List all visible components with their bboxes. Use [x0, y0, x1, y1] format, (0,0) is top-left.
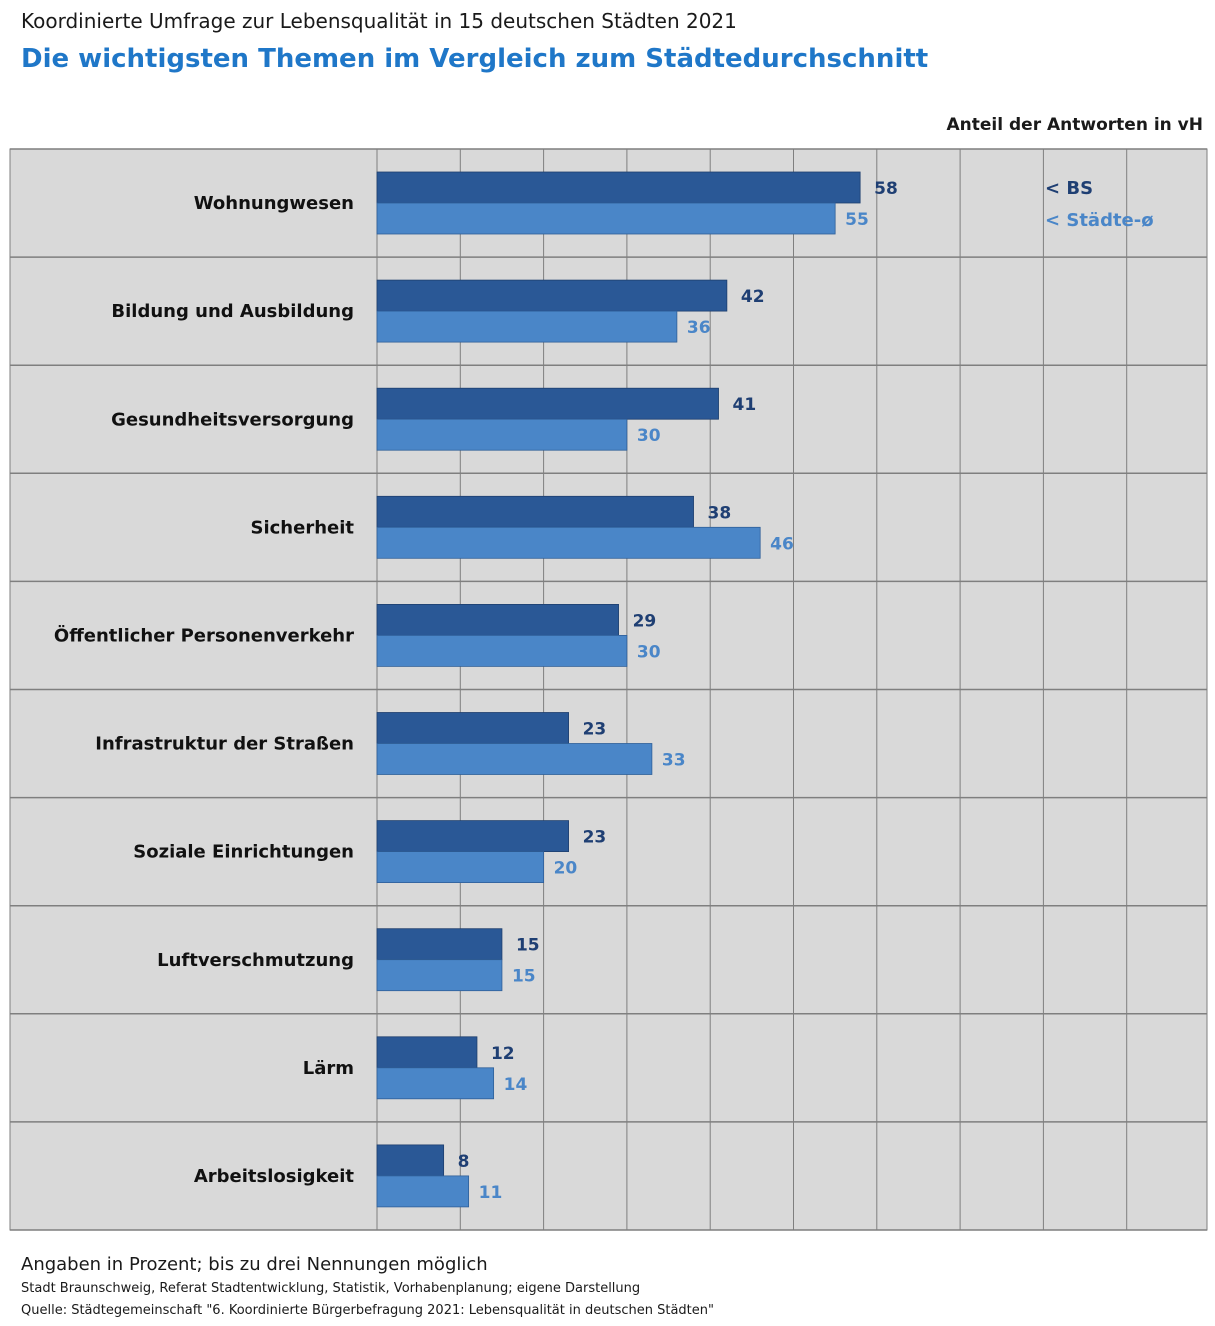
- bar-staedte: [376, 310, 678, 343]
- bar-staedte: [376, 418, 628, 451]
- bar-bs: [376, 387, 719, 420]
- category-label: Gesundheitsversorgung: [111, 409, 354, 430]
- bar-staedte: [376, 526, 761, 559]
- category-label: Arbeitslosigkeit: [194, 1166, 355, 1187]
- bar-bs: [376, 820, 569, 852]
- data-label-bs: 23: [583, 828, 607, 848]
- bar-bs: [376, 279, 728, 312]
- author-note: Stadt Braunschweig, Referat Stadtentwick…: [21, 1281, 641, 1296]
- chart-title: Koordinierte Umfrage zur Lebensqualität …: [21, 9, 737, 33]
- plot-frame: [9, 148, 1208, 1231]
- data-label-bs: 12: [491, 1044, 515, 1064]
- bar-staedte: [376, 959, 503, 992]
- data-label-bs: 29: [633, 611, 657, 631]
- legend-bs: < BS: [1045, 178, 1093, 199]
- bar-bs: [376, 1036, 478, 1069]
- bar-bs: [376, 712, 569, 744]
- data-label-bs: 58: [874, 179, 898, 199]
- data-label-staedte: 15: [512, 967, 536, 987]
- data-label-staedte: 14: [504, 1075, 528, 1095]
- footnote: Angaben in Prozent; bis zu drei Nennunge…: [21, 1254, 488, 1275]
- data-label-bs: 15: [516, 936, 540, 956]
- category-label: Öffentlicher Personenverkehr: [54, 624, 354, 646]
- bar-staedte: [376, 202, 836, 235]
- category-label: Lärm: [303, 1058, 354, 1079]
- data-label-staedte: 30: [637, 426, 661, 446]
- source-note: Quelle: Städtegemeinschaft "6. Koordinie…: [21, 1303, 714, 1318]
- data-label-staedte: 20: [554, 859, 578, 879]
- category-label: Sicherheit: [251, 517, 355, 538]
- bar-bs: [376, 495, 694, 528]
- bar-staedte: [376, 1175, 470, 1208]
- data-label-staedte: 55: [845, 210, 869, 230]
- bar-bs: [376, 928, 503, 961]
- data-label-staedte: 30: [637, 642, 661, 662]
- category-label: Infrastruktur der Straßen: [95, 734, 354, 755]
- data-label-staedte: 36: [687, 318, 711, 338]
- category-label: Luftverschmutzung: [157, 950, 354, 971]
- bar-staedte: [376, 1067, 495, 1100]
- category-label: Bildung und Ausbildung: [111, 301, 354, 322]
- bar-staedte: [376, 851, 545, 883]
- chart-subtitle: Die wichtigsten Themen im Vergleich zum …: [21, 44, 929, 74]
- data-label-staedte: 33: [662, 751, 686, 771]
- data-label-bs: 23: [583, 720, 607, 740]
- bar-staedte: [376, 635, 628, 667]
- data-label-bs: 8: [458, 1152, 470, 1172]
- legend-staedte: < Städte-ø: [1045, 210, 1154, 231]
- category-label: Wohnungwesen: [194, 193, 354, 214]
- data-label-staedte: 46: [770, 534, 794, 554]
- data-label-staedte: 11: [479, 1183, 503, 1203]
- bar-bs: [376, 171, 861, 204]
- bar-bs: [376, 1144, 445, 1177]
- bar-bs: [376, 604, 619, 636]
- unit-label: Anteil der Antworten in vH: [946, 115, 1203, 135]
- data-label-bs: 41: [733, 395, 757, 415]
- data-label-bs: 38: [708, 503, 732, 523]
- bar-staedte: [376, 743, 653, 775]
- category-label: Soziale Einrichtungen: [133, 842, 354, 863]
- data-label-bs: 42: [741, 287, 765, 307]
